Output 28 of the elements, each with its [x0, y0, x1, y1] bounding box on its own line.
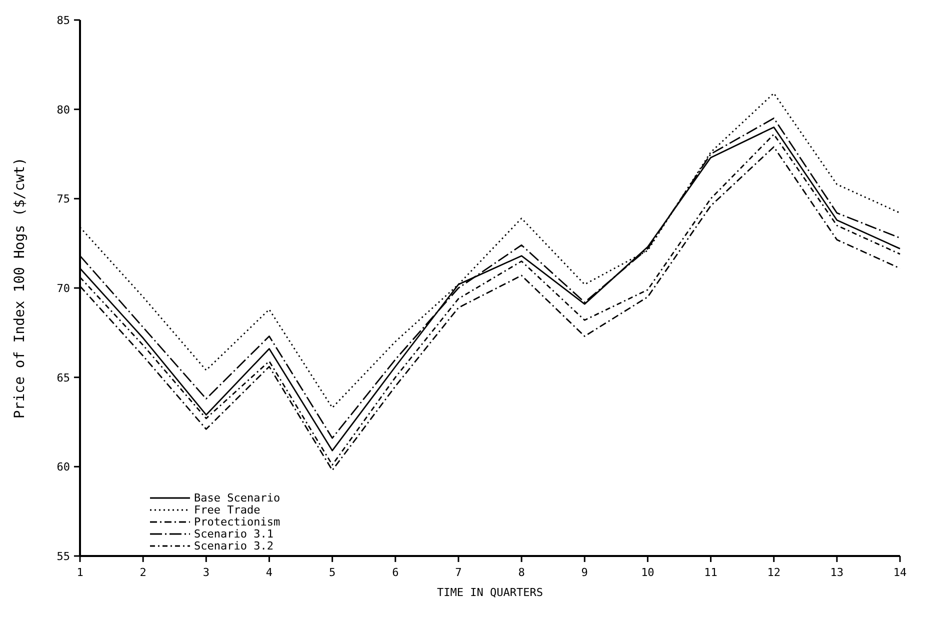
x-tick-label: 12 — [767, 566, 780, 579]
legend-label: Free Trade — [194, 504, 260, 516]
x-tick-label: 2 — [140, 566, 146, 579]
y-tick-label: 65 — [56, 371, 70, 384]
x-tick-label: 9 — [581, 566, 588, 579]
y-tick-label: 55 — [56, 550, 70, 563]
y-axis-title: Price of Index 100 Hogs ($/cwt) — [12, 157, 28, 419]
y-tick-label: 85 — [56, 14, 70, 27]
x-tick-label: 1 — [76, 566, 84, 579]
x-tick-label: 10 — [641, 566, 654, 579]
x-axis-title: TIME IN QUARTERS — [437, 586, 543, 599]
x-tick-label: 6 — [392, 566, 399, 579]
y-tick-label: 80 — [56, 103, 70, 116]
y-tick-label: 70 — [56, 282, 70, 295]
x-tick-label: 7 — [455, 566, 462, 579]
x-tick-label: 11 — [704, 566, 718, 579]
legend-label: Base Scenario — [194, 492, 280, 504]
legend-label: Scenario 3.2 — [194, 540, 274, 552]
x-tick-label: 13 — [830, 566, 844, 579]
x-tick-label: 5 — [328, 566, 336, 579]
legend-label: Scenario 3.1 — [194, 528, 274, 540]
x-tick-label: 14 — [893, 566, 907, 579]
y-tick-label: 75 — [56, 192, 70, 206]
x-tick-label: 3 — [202, 566, 210, 579]
y-tick-label: 60 — [56, 460, 70, 474]
legend-label: Protectionism — [194, 516, 280, 528]
x-tick-label: 4 — [266, 566, 273, 579]
x-tick-label: 8 — [518, 566, 525, 579]
